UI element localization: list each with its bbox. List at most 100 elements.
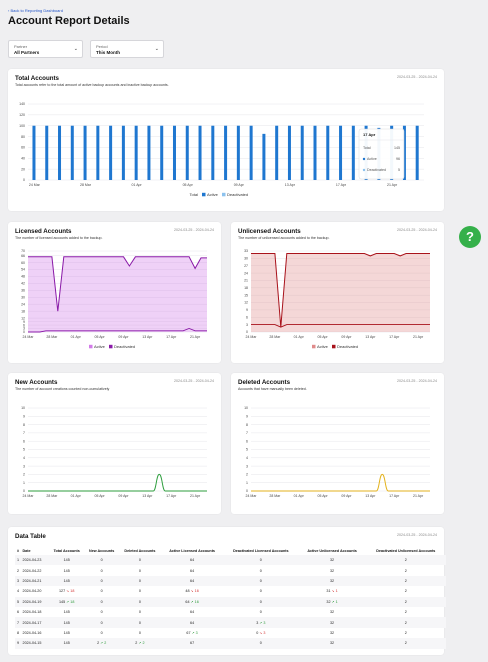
table-cell: 2 — [365, 575, 446, 587]
table-cell: 2 — [365, 617, 446, 628]
bar-active — [83, 125, 87, 180]
licensed-accounts-card: Licensed Accounts The number of licensed… — [8, 222, 221, 363]
table-cell: 2 — [365, 638, 446, 649]
y-tick-label: 20 — [21, 167, 25, 171]
bar-active — [415, 125, 419, 180]
table-row: 8 2024-04-16 145 0 0 67 ↗ 3 0 ↘ 3 32 2 — [15, 628, 446, 638]
bar-active — [249, 125, 253, 180]
x-tick-label: 05 Apr — [318, 335, 329, 339]
column-header[interactable]: Deactivated Licensed Accounts — [233, 549, 289, 553]
legend-active: Active — [94, 344, 106, 349]
column-header[interactable]: Active Licensed Accounts — [169, 549, 215, 553]
table-cell: 0 — [223, 555, 299, 566]
y-tick-label: 8 — [246, 423, 248, 427]
table-cell: 2024-04-21 — [20, 575, 49, 587]
trend-up-badge: ↗ 2 — [100, 641, 107, 646]
x-tick-label: 13 Apr — [365, 335, 376, 339]
y-tick-label: 140 — [19, 102, 25, 106]
x-tick-label: 21 Apr — [190, 335, 201, 339]
table-row: 3 2024-04-21 145 0 0 64 0 32 2 — [15, 575, 446, 587]
column-header[interactable]: New Accounts — [89, 549, 115, 553]
deleted-accounts-card: Deleted Accounts Accounts that have manu… — [231, 373, 444, 514]
partner-select-value: All Partners — [14, 50, 40, 55]
x-tick-label: 24 Mar — [29, 183, 41, 187]
table-cell: 2 — [365, 555, 446, 566]
x-tick-label: 01 Apr — [71, 494, 82, 498]
y-tick-label: 24 — [21, 302, 25, 306]
table-cell: 6 — [17, 610, 20, 615]
column-header[interactable]: Deactivated Unlicensed Accounts — [376, 549, 436, 553]
x-tick-label: 01 Apr — [71, 335, 82, 339]
x-tick-label: 05 Apr — [95, 494, 106, 498]
column-header[interactable]: # — [17, 549, 20, 553]
bar-active — [326, 125, 330, 180]
table-cell: 32 — [329, 568, 335, 573]
x-tick-label: 01 Apr — [294, 494, 305, 498]
table-cell: 2024-04-15 — [20, 638, 49, 649]
tooltip-active-dot — [362, 157, 366, 161]
table-cell: 0 — [100, 630, 103, 635]
y-tick-label: 6 — [23, 439, 25, 443]
help-button[interactable]: ? — [459, 226, 481, 248]
table-row: 2 2024-04-22 145 0 0 64 0 32 2 — [15, 565, 446, 575]
column-header[interactable]: Active Unlicensed Accounts — [307, 549, 357, 553]
x-tick-label: 28 Mar — [269, 494, 281, 498]
table-cell: 0 — [84, 617, 119, 628]
table-row: 1 2024-04-23 145 0 0 64 0 32 2 — [15, 555, 446, 566]
x-tick-label: 17 Apr — [166, 494, 177, 498]
y-tick-label: 48 — [21, 275, 25, 279]
y-tick-label: 18 — [21, 309, 25, 313]
chevron-down-icon: ⌄ — [154, 46, 159, 52]
question-mark-icon: ? — [466, 229, 474, 244]
y-tick-label: 5 — [23, 448, 25, 452]
y-tick-label: 6 — [246, 439, 248, 443]
y-tick-label: 4 — [246, 456, 248, 460]
table-row: 6 2024-04-18 145 0 0 64 0 32 2 — [15, 607, 446, 617]
bar-active — [339, 125, 343, 180]
legend-swatch-active — [202, 192, 206, 197]
y-tick-label: 0 — [23, 330, 25, 334]
tooltip-total-label: Total — [363, 146, 371, 150]
table-cell: 2024-04-18 — [22, 610, 42, 615]
x-tick-label: 09 Apr — [118, 335, 129, 339]
y-tick-label: 5 — [246, 448, 248, 452]
legend-deactivated: Deactivated — [114, 344, 135, 349]
table-cell: 0 — [138, 630, 141, 635]
back-link[interactable]: ‹ Back to Reporting Dashboard — [8, 8, 63, 13]
y-tick-label: 30 — [21, 295, 25, 299]
x-tick-label: 01 Apr — [132, 183, 143, 187]
y-tick-label: 2 — [23, 473, 25, 477]
y-tick-label: 8 — [23, 423, 25, 427]
bar-active — [121, 125, 125, 180]
trend-up-badge: ↗ 3 — [191, 630, 198, 635]
table-cell: 64 — [161, 555, 224, 566]
y-tick-label: 40 — [21, 156, 25, 160]
table-cell: 32 — [329, 610, 335, 615]
table-cell: 145 — [63, 610, 70, 615]
x-tick-label: 05 Apr — [183, 183, 194, 187]
trend-up-badge: ↗ 16 — [190, 599, 199, 604]
new-accounts-chart: 0 1 2 3 4 5 6 7 8 9 10 24 Mar 28 Mar 01 Apr 05 Apr 09 A… — [21, 406, 207, 498]
y-tick-label: 42 — [21, 282, 25, 286]
trend-down-badge: ↘ 16 — [190, 589, 199, 594]
y-tick-label: 15 — [244, 293, 248, 297]
table-cell: 48 ↘ 16 — [185, 589, 199, 594]
y-tick-label: 7 — [23, 431, 25, 435]
unlicensed-accounts-card: Unlicensed Accounts The number of unlice… — [231, 222, 444, 363]
card-title: Unlicensed Accounts — [238, 228, 301, 235]
table-cell: 2024-04-22 — [22, 568, 42, 573]
x-tick-label: 24 Mar — [246, 335, 258, 339]
y-tick-label: 120 — [19, 113, 25, 117]
x-tick-label: 17 Apr — [389, 494, 400, 498]
x-tick-label: 13 Apr — [142, 494, 153, 498]
bar-active — [275, 125, 279, 180]
period-select[interactable]: Period This Month ⌄ — [90, 40, 164, 58]
card-date-range: 2024-03-25 - 2024-04-24 — [397, 75, 437, 79]
partner-select[interactable]: Partner All Partners ⌄ — [8, 40, 83, 58]
table-cell: 0 — [223, 575, 299, 587]
column-header[interactable]: Total Accounts — [53, 549, 80, 553]
column-header[interactable]: Date — [22, 549, 31, 553]
table-cell: 2024-04-23 — [20, 555, 49, 566]
column-header[interactable]: Deleted Accounts — [124, 549, 156, 553]
